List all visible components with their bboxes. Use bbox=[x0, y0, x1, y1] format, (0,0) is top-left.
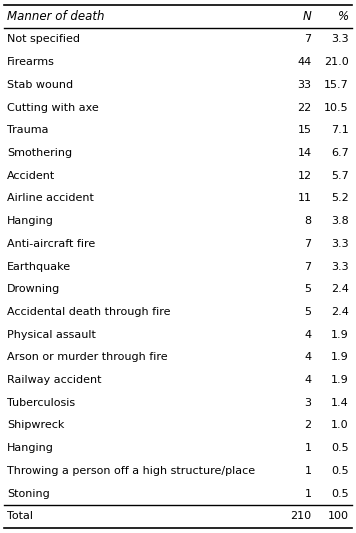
Text: Tuberculosis: Tuberculosis bbox=[7, 398, 75, 408]
Text: 210: 210 bbox=[290, 511, 312, 521]
Text: 1.9: 1.9 bbox=[331, 329, 349, 340]
Text: 2: 2 bbox=[304, 421, 312, 431]
Text: 3.8: 3.8 bbox=[331, 216, 349, 226]
Text: Accident: Accident bbox=[7, 171, 56, 181]
Text: 15.7: 15.7 bbox=[324, 80, 349, 90]
Text: 4: 4 bbox=[304, 375, 312, 385]
Text: 4: 4 bbox=[304, 329, 312, 340]
Text: Trauma: Trauma bbox=[7, 125, 49, 135]
Text: 1: 1 bbox=[304, 466, 312, 476]
Text: Total: Total bbox=[7, 511, 33, 521]
Text: %: % bbox=[338, 10, 349, 23]
Text: Earthquake: Earthquake bbox=[7, 262, 71, 271]
Text: N: N bbox=[303, 10, 312, 23]
Text: Not specified: Not specified bbox=[7, 35, 80, 44]
Text: 22: 22 bbox=[297, 102, 312, 112]
Text: 0.5: 0.5 bbox=[331, 466, 349, 476]
Text: 100: 100 bbox=[328, 511, 349, 521]
Text: 3: 3 bbox=[304, 398, 312, 408]
Text: Anti-aircraft fire: Anti-aircraft fire bbox=[7, 239, 95, 249]
Text: 5: 5 bbox=[304, 307, 312, 317]
Text: 4: 4 bbox=[304, 352, 312, 362]
Text: 15: 15 bbox=[298, 125, 312, 135]
Text: Accidental death through fire: Accidental death through fire bbox=[7, 307, 171, 317]
Text: Hanging: Hanging bbox=[7, 443, 54, 453]
Text: 0.5: 0.5 bbox=[331, 443, 349, 453]
Text: Hanging: Hanging bbox=[7, 216, 54, 226]
Text: 2.4: 2.4 bbox=[331, 307, 349, 317]
Text: 12: 12 bbox=[297, 171, 312, 181]
Text: 7.1: 7.1 bbox=[331, 125, 349, 135]
Text: Shipwreck: Shipwreck bbox=[7, 421, 64, 431]
Text: 3.3: 3.3 bbox=[331, 262, 349, 271]
Text: 1: 1 bbox=[304, 443, 312, 453]
Text: Stab wound: Stab wound bbox=[7, 80, 73, 90]
Text: 2.4: 2.4 bbox=[331, 284, 349, 294]
Text: Airline accident: Airline accident bbox=[7, 193, 94, 204]
Text: 11: 11 bbox=[298, 193, 312, 204]
Text: 33: 33 bbox=[298, 80, 312, 90]
Text: 1: 1 bbox=[304, 489, 312, 498]
Text: Throwing a person off a high structure/place: Throwing a person off a high structure/p… bbox=[7, 466, 255, 476]
Text: 0.5: 0.5 bbox=[331, 489, 349, 498]
Text: 7: 7 bbox=[304, 239, 312, 249]
Text: 7: 7 bbox=[304, 35, 312, 44]
Text: 5: 5 bbox=[304, 284, 312, 294]
Text: Physical assault: Physical assault bbox=[7, 329, 96, 340]
Text: Cutting with axe: Cutting with axe bbox=[7, 102, 99, 112]
Text: 3.3: 3.3 bbox=[331, 239, 349, 249]
Text: Arson or murder through fire: Arson or murder through fire bbox=[7, 352, 168, 362]
Text: 3.3: 3.3 bbox=[331, 35, 349, 44]
Text: 21.0: 21.0 bbox=[324, 57, 349, 67]
Text: 1.0: 1.0 bbox=[331, 421, 349, 431]
Text: 14: 14 bbox=[297, 148, 312, 158]
Text: Firearms: Firearms bbox=[7, 57, 55, 67]
Text: 44: 44 bbox=[297, 57, 312, 67]
Text: Railway accident: Railway accident bbox=[7, 375, 101, 385]
Text: 1.4: 1.4 bbox=[331, 398, 349, 408]
Text: Manner of death: Manner of death bbox=[7, 10, 105, 23]
Text: 10.5: 10.5 bbox=[324, 102, 349, 112]
Text: Smothering: Smothering bbox=[7, 148, 72, 158]
Text: 1.9: 1.9 bbox=[331, 375, 349, 385]
Text: 6.7: 6.7 bbox=[331, 148, 349, 158]
Text: Stoning: Stoning bbox=[7, 489, 50, 498]
Text: 5.7: 5.7 bbox=[331, 171, 349, 181]
Text: 7: 7 bbox=[304, 262, 312, 271]
Text: 1.9: 1.9 bbox=[331, 352, 349, 362]
Text: Drowning: Drowning bbox=[7, 284, 61, 294]
Text: 5.2: 5.2 bbox=[331, 193, 349, 204]
Text: 8: 8 bbox=[304, 216, 312, 226]
